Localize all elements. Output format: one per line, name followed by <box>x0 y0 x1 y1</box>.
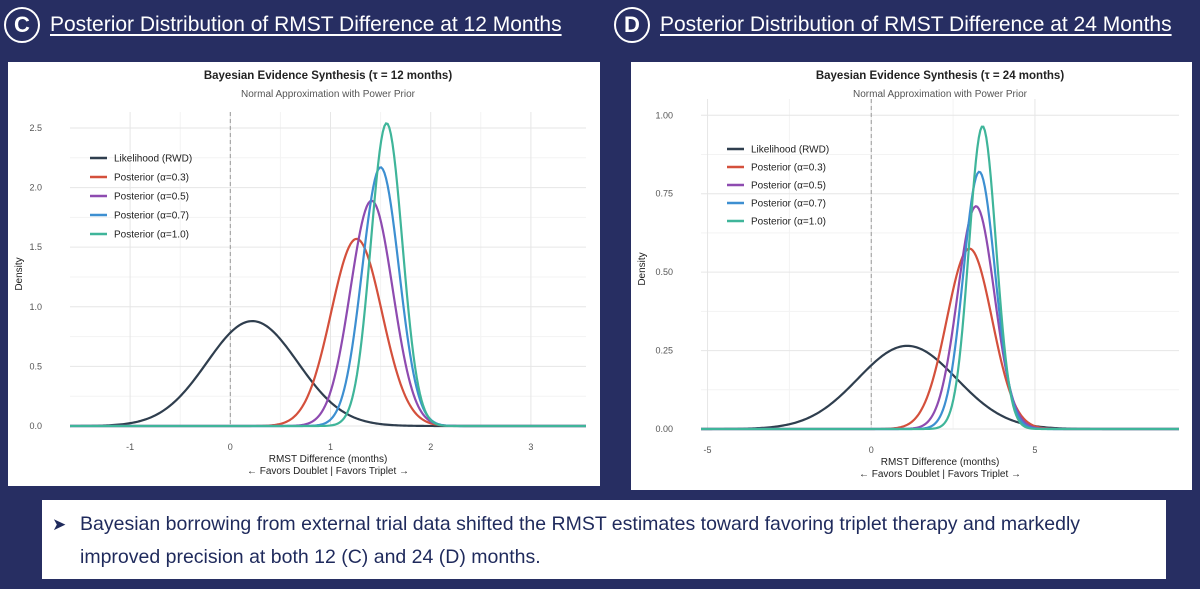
y-tick-label: 0.25 <box>655 346 673 356</box>
chart-title: Bayesian Evidence Synthesis (τ = 12 mont… <box>204 70 452 82</box>
chart-d-svg: -5 0 5 0.00 0.25 0.50 0.75 1.00 Bayesian Evidenc… <box>637 70 1179 480</box>
arrow-bullet-icon: ➤ <box>52 515 67 534</box>
x-axis-label: RMST Difference (months) <box>881 457 1000 468</box>
x-tick-label: 3 <box>528 442 533 452</box>
legend-label: Posterior (α=0.7) <box>751 199 826 210</box>
x-tick-label: 5 <box>1032 445 1037 455</box>
x-tick-label: 0 <box>869 445 874 455</box>
panel-d-header: D Posterior Distribution of RMST Differe… <box>614 0 1172 50</box>
y-tick-label: 2.5 <box>29 123 42 133</box>
legend-label: Posterior (α=0.5) <box>114 192 189 203</box>
legend-label: Likelihood (RWD) <box>751 145 829 156</box>
x-tick-label: 1 <box>328 442 333 452</box>
x-axis-sublabel: ← Favors Doublet | Favors Triplet → <box>859 469 1021 480</box>
y-tick-label: 0.0 <box>29 421 42 431</box>
x-tick-label: 2 <box>428 442 433 452</box>
x-tick-label: 0 <box>228 442 233 452</box>
legend-label: Posterior (α=0.7) <box>114 211 189 222</box>
x-tick-label: -1 <box>126 442 134 452</box>
y-tick-label: 1.0 <box>29 302 42 312</box>
summary-note: ➤ Bayesian borrowing from external trial… <box>42 500 1166 579</box>
x-axis-sublabel: ← Favors Doublet | Favors Triplet → <box>247 466 409 477</box>
series-line <box>70 166 586 428</box>
legend-label: Posterior (α=1.0) <box>751 217 826 228</box>
y-axis-label: Density <box>637 252 648 285</box>
panel-c-heading: Posterior Distribution of RMST Differenc… <box>50 13 562 36</box>
y-axis-label: Density <box>14 257 25 290</box>
chart-title: Bayesian Evidence Synthesis (τ = 24 mont… <box>816 70 1064 82</box>
chart-panel-c: -1 0 1 2 3 0.0 0.5 1.0 1.5 2.0 2.5 Bayesian Evidenc… <box>8 62 600 486</box>
series-line <box>701 125 1179 431</box>
y-tick-label: 0.50 <box>655 267 673 277</box>
y-tick-label: 0.5 <box>29 361 42 371</box>
series-line <box>701 247 1179 431</box>
panel-d-badge: D <box>614 7 650 43</box>
panel-c-header: C Posterior Distribution of RMST Differe… <box>4 0 562 50</box>
x-tick-label: -5 <box>704 445 712 455</box>
summary-text: Bayesian borrowing from external trial d… <box>80 513 1081 568</box>
legend-label: Posterior (α=0.3) <box>751 163 826 174</box>
series-line <box>701 170 1179 431</box>
panel-d-heading: Posterior Distribution of RMST Differenc… <box>660 13 1172 36</box>
legend-label: Posterior (α=1.0) <box>114 230 189 241</box>
chart-subtitle: Normal Approximation with Power Prior <box>853 89 1028 100</box>
y-tick-label: 0.00 <box>655 424 673 434</box>
y-tick-label: 2.0 <box>29 183 42 193</box>
chart-c-svg: -1 0 1 2 3 0.0 0.5 1.0 1.5 2.0 2.5 Bayesian Evidenc… <box>14 70 586 477</box>
legend-label: Likelihood (RWD) <box>114 154 192 165</box>
legend-label: Posterior (α=0.5) <box>751 181 826 192</box>
x-axis-label: RMST Difference (months) <box>269 454 388 465</box>
series-line <box>701 205 1179 431</box>
series-line <box>70 122 586 428</box>
y-tick-label: 1.00 <box>655 110 673 120</box>
chart-subtitle: Normal Approximation with Power Prior <box>241 89 416 100</box>
panel-c-badge: C <box>4 7 40 43</box>
legend-label: Posterior (α=0.3) <box>114 173 189 184</box>
y-tick-label: 1.5 <box>29 242 42 252</box>
chart-panel-d: -5 0 5 0.00 0.25 0.50 0.75 1.00 Bayesian Evidenc… <box>631 62 1192 490</box>
y-tick-label: 0.75 <box>655 189 673 199</box>
